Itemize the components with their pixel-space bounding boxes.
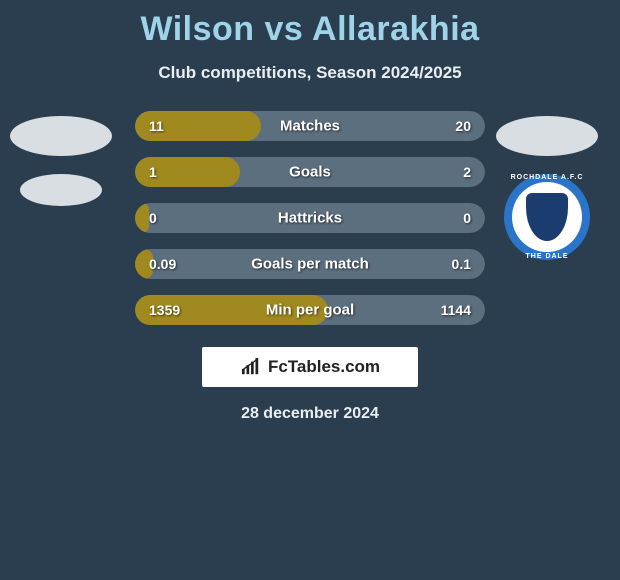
bar-label: Goals per match — [251, 256, 369, 273]
player-left-club-placeholder — [20, 174, 102, 206]
club-badge-text-top: ROCHDALE A.F.C — [511, 174, 584, 181]
bar-value-left: 0 — [149, 210, 157, 226]
bar-value-right: 0 — [463, 210, 471, 226]
bar-row-matches: 11 Matches 20 — [135, 111, 485, 141]
club-badge-inner — [512, 182, 582, 252]
player-right-column: ROCHDALE A.F.C THE DALE — [492, 116, 602, 260]
page-title: Wilson vs Allarakhia — [0, 0, 620, 49]
bar-value-left: 1 — [149, 164, 157, 180]
bar-chart-icon — [240, 358, 262, 376]
club-badge-shield — [526, 193, 568, 241]
bar-value-left: 11 — [149, 118, 164, 134]
bar-label: Matches — [280, 118, 340, 135]
comparison-bars: 11Matches201Goals20Hattricks00.09Goals p… — [135, 111, 485, 325]
snapshot-date: 28 december 2024 — [0, 405, 620, 423]
bar-label: Hattricks — [278, 210, 342, 227]
bar-value-left: 0.09 — [149, 256, 176, 272]
bar-value-right: 20 — [455, 118, 471, 134]
bar-fill — [135, 203, 149, 233]
bar-label: Goals — [289, 164, 331, 181]
bar-row-goals-per-match: 0.09 Goals per match 0.1 — [135, 249, 485, 279]
player-right-club-badge: ROCHDALE A.F.C THE DALE — [504, 174, 590, 260]
site-badge: FcTables.com — [202, 347, 418, 387]
player-left-avatar-placeholder — [10, 116, 112, 156]
bar-row-goals: 1 Goals 2 — [135, 157, 485, 187]
bar-value-right: 0.1 — [452, 256, 471, 272]
site-name: FcTables.com — [268, 357, 380, 377]
subtitle: Club competitions, Season 2024/2025 — [0, 63, 620, 83]
player-left-column — [6, 116, 116, 206]
bar-value-right: 2 — [463, 164, 471, 180]
bar-row-min-per-goal: 1359 Min per goal 1144 — [135, 295, 485, 325]
player-right-avatar-placeholder — [496, 116, 598, 156]
bar-value-right: 1144 — [441, 302, 471, 318]
bar-value-left: 1359 — [149, 302, 180, 318]
club-badge-text-bottom: THE DALE — [526, 253, 569, 260]
bar-row-hattricks: 0 Hattricks 0 — [135, 203, 485, 233]
bar-label: Min per goal — [266, 302, 354, 319]
